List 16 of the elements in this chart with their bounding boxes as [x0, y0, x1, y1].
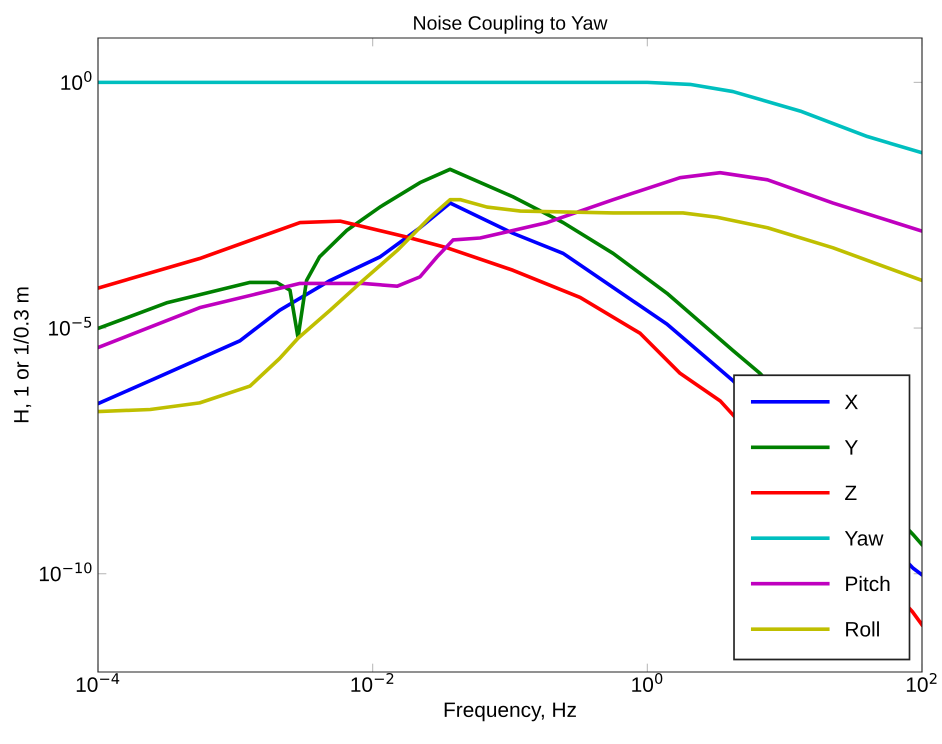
- chart-title: Noise Coupling to Yaw: [414, 16, 608, 34]
- x-tick-label: 10$^{0}$: [632, 673, 662, 692]
- y-tick-label: 10$^{−10}$: [40, 562, 92, 582]
- legend-label: Y: [844, 440, 858, 455]
- legend-label: Yaw: [844, 531, 884, 546]
- legend-label: Z: [845, 486, 857, 500]
- legend-label: X: [844, 394, 858, 410]
- legend-label: Roll: [846, 621, 879, 637]
- legend-label: Pitch: [846, 576, 890, 592]
- y-axis-title: H, 1 or 1/0.3 m: [13, 287, 32, 422]
- x-tick-label: 10$^{−2}$: [351, 673, 394, 692]
- y-tick-label: 10$^{0}$: [61, 70, 92, 90]
- y-tick-label: 10$^{−5}$: [49, 316, 92, 336]
- x-tick-label: 10$^{2}$: [906, 673, 937, 692]
- x-axis-title: Frequency, Hz: [444, 702, 576, 722]
- x-tick-label: 10$^{−4}$: [76, 673, 120, 692]
